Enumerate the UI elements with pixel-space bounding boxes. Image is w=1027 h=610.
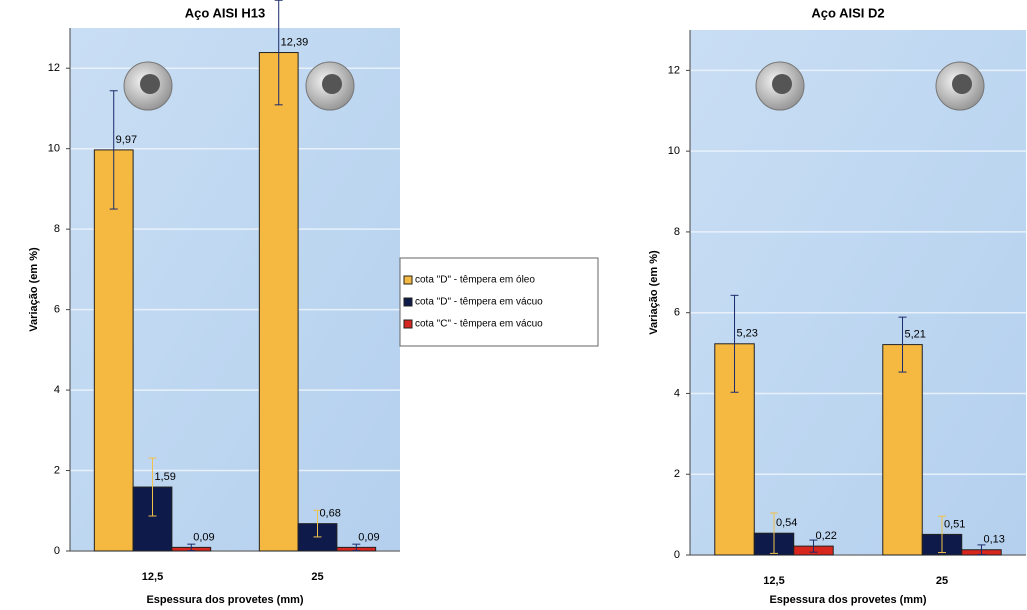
y-tick-label: 10 <box>48 143 60 155</box>
legend-swatch <box>404 320 412 328</box>
x-axis-label: Espessura dos provetes (mm) <box>146 594 303 606</box>
y-tick-label: 10 <box>668 145 680 157</box>
value-label: 0,51 <box>944 518 965 530</box>
legend-swatch <box>404 276 412 284</box>
value-label: 0,13 <box>983 534 1004 546</box>
y-axis-label: Variação (em %) <box>648 250 660 335</box>
value-label: 9,97 <box>116 134 137 146</box>
value-label: 0,68 <box>319 508 340 520</box>
value-label: 0,09 <box>193 531 214 543</box>
x-tick-label: 12,5 <box>763 575 784 587</box>
chart-page: 0 2 4 6 8 10 12 Aço AISI H13 Espessura dos prove… <box>0 0 1027 610</box>
legend-label: cota "C" - têmpera em vácuo <box>415 319 543 330</box>
legend-swatch <box>404 298 412 306</box>
y-tick-label: 2 <box>674 468 680 480</box>
y-axis-label: Variação (em %) <box>28 247 40 332</box>
bar <box>259 53 298 551</box>
value-label: 0,22 <box>815 530 836 542</box>
chart-title: Aço AISI D2 <box>811 5 884 20</box>
value-label: 1,59 <box>154 471 175 483</box>
x-axis-label: Espessura dos provetes (mm) <box>769 594 926 606</box>
y-tick-label: 6 <box>54 304 60 316</box>
value-label: 5,23 <box>736 328 757 340</box>
y-tick-label: 0 <box>674 549 680 561</box>
ring-hole <box>322 74 342 94</box>
ring-hole <box>772 74 792 94</box>
y-tick-label: 8 <box>54 223 60 235</box>
x-tick-label: 25 <box>311 571 323 583</box>
legend-label: cota "D" - têmpera em óleo <box>415 275 535 286</box>
y-tick-label: 2 <box>54 464 60 476</box>
y-tick-label: 12 <box>668 64 680 76</box>
x-tick-label: 25 <box>936 575 948 587</box>
y-tick-label: 4 <box>674 387 680 399</box>
y-tick-label: 8 <box>674 226 680 238</box>
legend-label: cota "D" - têmpera em vácuo <box>415 297 543 308</box>
value-label: 12,39 <box>281 36 309 48</box>
ring-hole <box>140 74 160 94</box>
y-tick-label: 4 <box>54 384 60 396</box>
x-tick-label: 12,5 <box>142 571 163 583</box>
value-label: 0,09 <box>358 531 379 543</box>
ring-hole <box>952 74 972 94</box>
chart-title: Aço AISI H13 <box>185 5 265 20</box>
y-tick-label: 6 <box>674 307 680 319</box>
value-label: 5,21 <box>904 329 925 341</box>
value-label: 0,54 <box>776 517 797 529</box>
y-tick-label: 0 <box>54 545 60 557</box>
bar <box>883 345 922 555</box>
bar <box>94 150 133 551</box>
y-tick-label: 12 <box>48 62 60 74</box>
